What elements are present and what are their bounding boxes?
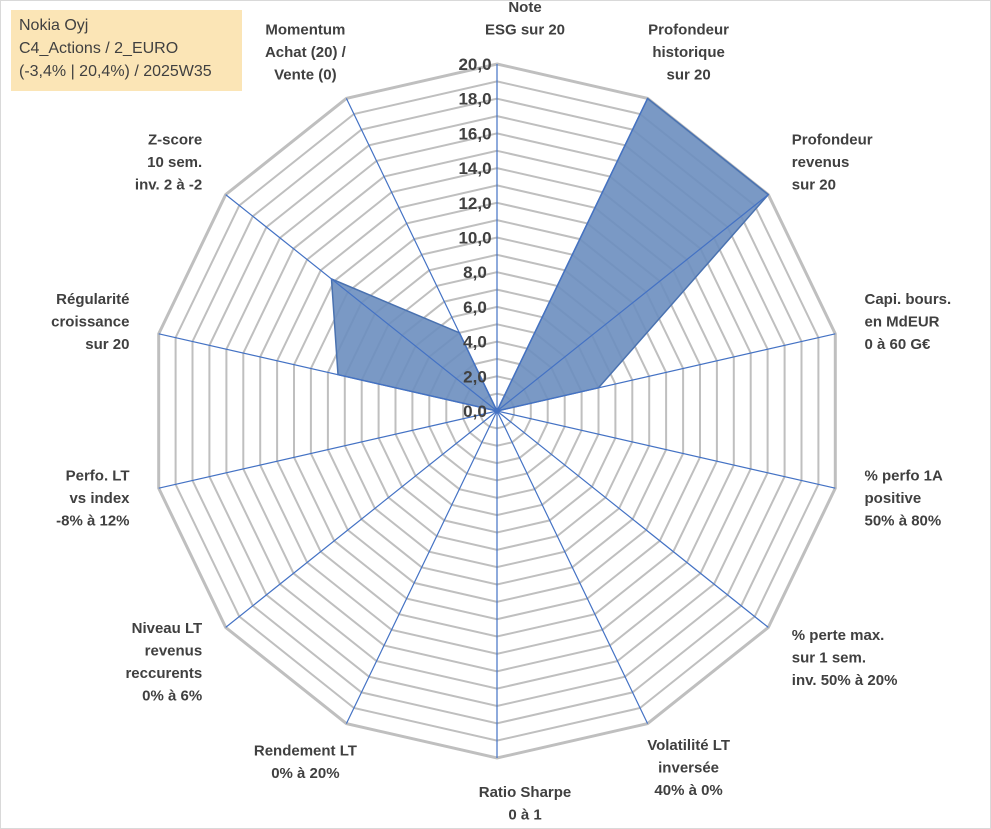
axis-label-line: Note — [508, 0, 541, 16]
axis-label: Volatilité LT inversée 40% à 0% — [647, 737, 730, 799]
axis-label-line: en MdEUR — [865, 313, 940, 330]
axis-label-line: Capi. bours. — [865, 291, 952, 308]
axis-label-line: sur 20 — [666, 66, 710, 83]
info-company-name: Nokia Oyj — [19, 17, 89, 34]
axis-label-line: sur 20 — [85, 336, 129, 353]
axis-label-line: 0 à 1 — [508, 807, 541, 824]
axis-spoke — [345, 98, 498, 412]
axis-label-line: Perfo. LT — [66, 468, 130, 485]
axis-label-line: historique — [652, 44, 725, 61]
axis-label-line: inversée — [658, 760, 719, 777]
tick-label: 20,0 — [458, 55, 491, 74]
axis-label: Régularité croissance sur 20 — [51, 291, 129, 353]
radar-axis-labels: Note ESG sur 20 Profondeur historique sur 20… — [51, 0, 951, 824]
info-range-week: (-3,4% | 20,4%) / 2025W35 — [19, 63, 212, 80]
axis-label: Profondeur revenus sur 20 — [792, 132, 873, 194]
axis-label-line: Régularité — [56, 291, 129, 308]
axis-label-line: Ratio Sharpe — [479, 784, 572, 801]
axis-label-line: Vente (0) — [274, 66, 337, 83]
axis-label-line: Rendement LT — [254, 742, 357, 759]
axis-spoke — [158, 333, 498, 412]
axis-label-line: vs index — [69, 490, 130, 507]
axis-label-line: 40% à 0% — [654, 782, 722, 799]
axis-label-line: 50% à 80% — [865, 513, 942, 530]
radar-spokes — [158, 64, 836, 758]
tick-label: 18,0 — [458, 90, 491, 109]
tick-label: 8,0 — [463, 263, 487, 282]
axis-label: % perfo 1A positive 50% à 80% — [865, 468, 944, 530]
tick-label: 6,0 — [463, 298, 487, 317]
axis-spoke — [225, 194, 498, 412]
axis-spoke — [496, 410, 649, 724]
axis-label-line: -8% à 12% — [56, 513, 129, 530]
axis-label-line: 0% à 20% — [271, 765, 339, 782]
axis-label-line: reccurents — [125, 665, 202, 682]
axis-label-line: 10 sem. — [147, 154, 202, 171]
axis-label: Profondeur historique sur 20 — [648, 21, 729, 83]
axis-label: % perte max. sur 1 sem. inv. 50% à 20% — [792, 627, 898, 689]
tick-label: 4,0 — [463, 333, 487, 352]
axis-label-line: Profondeur — [792, 132, 873, 149]
axis-label-line: sur 20 — [792, 177, 836, 194]
axis-spoke — [158, 410, 498, 489]
axis-spoke — [496, 410, 769, 628]
axis-spoke — [496, 98, 649, 412]
axis-label-line: inv. 2 à -2 — [135, 177, 202, 194]
axis-label-line: % perte max. — [792, 627, 885, 644]
axis-label: Ratio Sharpe 0 à 1 — [479, 784, 572, 824]
radar-tick-labels: 0,0 2,0 4,0 6,0 8,0 10,0 12,0 14,0 16,0 18,0 20,0 — [458, 55, 491, 421]
axis-spoke — [496, 410, 836, 489]
axis-label: Note ESG sur 20 — [485, 0, 565, 39]
tick-label: 12,0 — [458, 194, 491, 213]
axis-label-line: sur 1 sem. — [792, 649, 866, 666]
axis-label-line: inv. 50% à 20% — [792, 672, 898, 689]
axis-label-line: ESG sur 20 — [485, 22, 565, 39]
axis-label-line: 0% à 6% — [142, 687, 202, 704]
axis-label-line: 0 à 60 G€ — [865, 336, 932, 353]
axis-label: Rendement LT 0% à 20% — [254, 742, 357, 782]
axis-label: Niveau LT revenus reccurents 0% à 6% — [125, 620, 202, 705]
axis-spoke — [496, 194, 769, 412]
axis-label: Perfo. LT vs index -8% à 12% — [56, 468, 130, 530]
axis-label-line: Niveau LT — [132, 620, 203, 637]
axis-label-line: Achat (20) / — [265, 44, 347, 61]
axis-label-line: Profondeur — [648, 21, 729, 38]
tick-label: 0,0 — [463, 402, 487, 421]
axis-label-line: positive — [865, 490, 922, 507]
tick-label: 10,0 — [458, 229, 491, 248]
axis-label: Z-score 10 sem. inv. 2 à -2 — [135, 132, 202, 194]
tick-label: 14,0 — [458, 159, 491, 178]
axis-label: Capi. bours. en MdEUR 0 à 60 G€ — [865, 291, 952, 353]
tick-label: 2,0 — [463, 367, 487, 386]
axis-label-line: revenus — [145, 642, 203, 659]
axis-label-line: Momentum — [265, 21, 345, 38]
axis-label-line: Volatilité LT — [647, 737, 730, 754]
axis-spoke — [345, 410, 498, 724]
axis-label-line: revenus — [792, 154, 850, 171]
axis-label-line: croissance — [51, 313, 129, 330]
info-box: Nokia Oyj C4_Actions / 2_EURO (-3,4% | 2… — [11, 10, 242, 91]
axis-spoke — [496, 333, 836, 412]
axis-label-line: Z-score — [148, 132, 202, 149]
tick-label: 16,0 — [458, 124, 491, 143]
axis-label-line: % perfo 1A — [865, 468, 944, 485]
axis-spoke — [225, 410, 498, 628]
axis-label: Momentum Achat (20) / Vente (0) — [265, 21, 347, 83]
info-category: C4_Actions / 2_EURO — [19, 40, 179, 57]
